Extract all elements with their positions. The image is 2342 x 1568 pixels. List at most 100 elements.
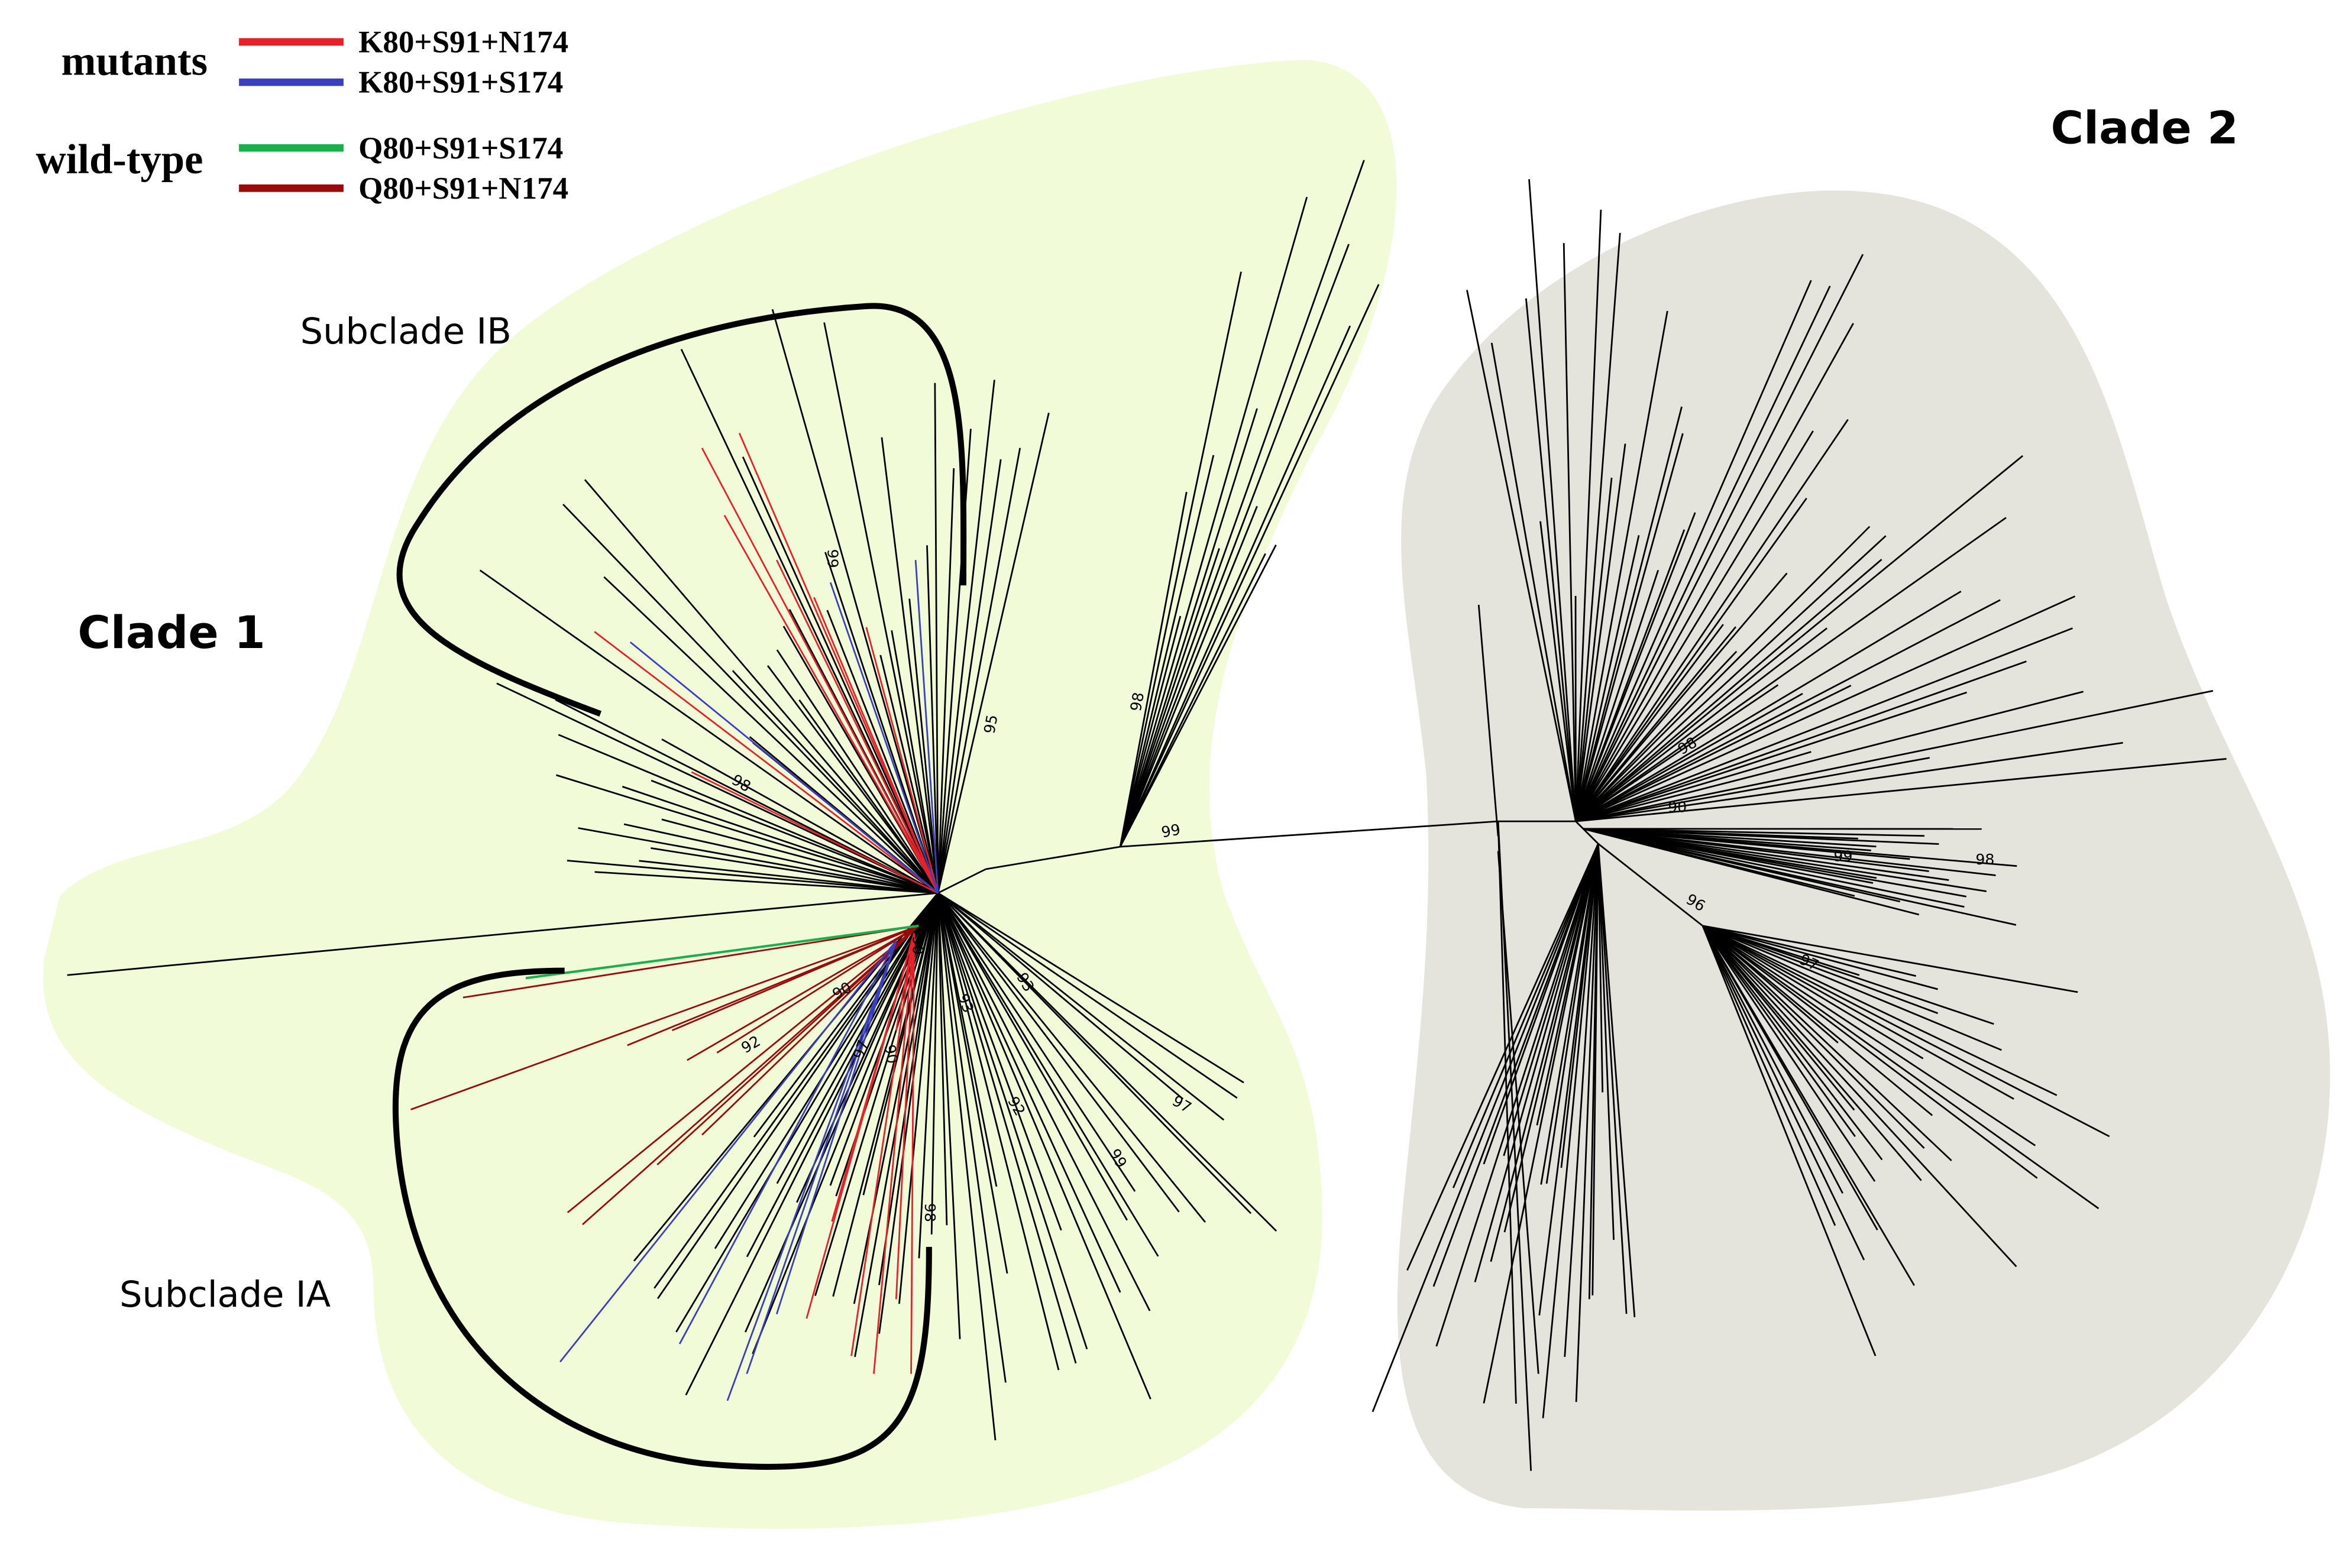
branch [881, 437, 939, 893]
branch [1119, 160, 1365, 847]
branch [1702, 925, 2058, 1096]
legend: mutants K80+S91+N174 K80+S91+S174 wild-type… [36, 25, 568, 206]
branch [937, 892, 1077, 1364]
branch [1575, 497, 1807, 822]
branch [1575, 684, 1779, 822]
branch [895, 933, 915, 1300]
branch [1575, 323, 1854, 822]
branch [937, 459, 1002, 893]
branch [701, 925, 920, 1136]
branch [891, 630, 939, 893]
branch [559, 940, 897, 1363]
branch [691, 771, 939, 894]
branch [1119, 491, 1188, 847]
branch [656, 892, 939, 1300]
branch [898, 893, 939, 1304]
branch [937, 893, 948, 1226]
branch [937, 892, 1062, 1231]
branch [67, 892, 939, 976]
branch [746, 892, 939, 1258]
bootstrap-value: 98 [921, 1203, 939, 1222]
branch [1542, 843, 1599, 1418]
branch [1576, 758, 2227, 822]
branch [937, 892, 1277, 1232]
branch [937, 893, 998, 1187]
branch [742, 456, 939, 893]
branch [1597, 843, 1628, 1314]
branch [1702, 925, 1855, 1111]
branch [1119, 553, 1266, 847]
branch [1575, 406, 1683, 822]
branch [462, 925, 919, 999]
branch [746, 940, 897, 1375]
branch [603, 576, 939, 894]
legend-group-label: mutants [62, 38, 208, 84]
legend-entry-label: Q80+S91+N174 [358, 171, 568, 206]
branch [1563, 243, 1577, 822]
branch [1701, 925, 1865, 1261]
branch [814, 892, 939, 1297]
legend-entry-label: K80+S91+S174 [358, 66, 563, 100]
branch [1575, 526, 1871, 822]
subclade-ia-bracket [392, 967, 932, 1470]
branch [1406, 843, 1599, 1271]
branch [937, 412, 1050, 893]
branch [985, 845, 1121, 870]
bootstrap-value: 98 [1127, 691, 1147, 712]
branch [1576, 741, 2123, 822]
branch [937, 868, 986, 894]
clade-label: Clade 1 [77, 607, 265, 659]
branch [594, 871, 939, 894]
branch [680, 349, 939, 893]
branch [1583, 828, 1874, 884]
branch [914, 560, 939, 893]
branch [1701, 925, 1877, 1356]
subclade-ib-bracket [396, 303, 967, 717]
branch [1119, 271, 1242, 847]
branch [1701, 925, 1856, 1138]
branch [1702, 925, 1922, 1181]
branch [832, 893, 939, 1297]
branches [67, 160, 2227, 1471]
branch [1597, 843, 1636, 1317]
branch [584, 479, 939, 894]
branch [1575, 685, 1852, 822]
branch [1702, 925, 1994, 1025]
branch [1575, 310, 1668, 822]
branch [639, 860, 939, 894]
branch [1575, 477, 1613, 822]
branch [937, 892, 1136, 1192]
branch [1575, 419, 1849, 822]
branch [732, 670, 939, 894]
branch [798, 699, 939, 894]
branch [1575, 535, 1640, 822]
branch [685, 892, 939, 1396]
branch [910, 933, 916, 1374]
branch [1497, 851, 1539, 1374]
branch [1119, 548, 1220, 847]
branch [937, 468, 955, 893]
branch [826, 610, 939, 893]
branch [878, 893, 939, 1334]
branch [1497, 821, 1517, 1404]
branch [1702, 925, 2078, 993]
branch [1702, 925, 1938, 990]
branch [1702, 925, 1839, 1044]
branch [1432, 843, 1599, 1287]
branch [661, 738, 939, 894]
legend-group-label: wild-type [36, 137, 203, 183]
branch [1575, 627, 2073, 822]
branch [1701, 925, 1883, 1161]
branch [1575, 232, 1621, 822]
bootstrap-value: 99 [1833, 848, 1852, 865]
branch [1702, 925, 1933, 1116]
branch [1466, 290, 1577, 822]
bootstrap-value: 95 [981, 713, 1001, 735]
branch [937, 893, 961, 1339]
branch [651, 779, 939, 894]
branch [1583, 828, 1925, 837]
branch [813, 597, 939, 893]
branch [556, 774, 939, 894]
branch [850, 933, 915, 1356]
branch [895, 933, 915, 1031]
